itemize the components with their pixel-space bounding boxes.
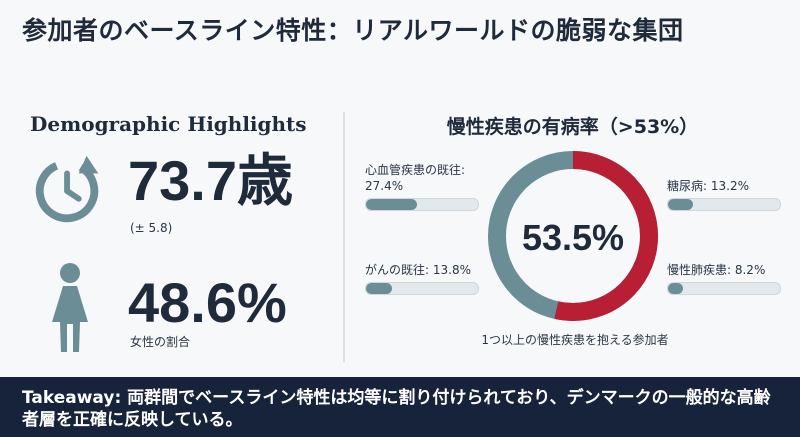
female-icon	[52, 263, 88, 352]
bar-diabetes	[667, 198, 781, 211]
donut-arc	[488, 151, 658, 321]
stat-label-copd: 慢性肺疾患: 8.2%	[667, 263, 766, 277]
page-title: 参加者のベースライン特性：リアルワールドの脆弱な集団	[22, 16, 684, 45]
stat-label-diabetes: 糖尿病: 13.2%	[667, 179, 749, 193]
age-value: 73.7歳	[128, 149, 293, 212]
section-divider	[343, 112, 345, 362]
clock-icon	[35, 155, 99, 223]
donut-caption: 1つ以上の慢性疾患を抱える参加者	[481, 333, 669, 347]
chronic-heading: 慢性疾患の有病率（>53%）	[446, 116, 699, 138]
bar-copd	[667, 282, 781, 295]
bar-cancer	[365, 282, 479, 295]
bar-cardiovascular	[365, 198, 479, 211]
stat-label-cardiovascular: 心血管疾患の既往: 27.4%	[365, 163, 466, 193]
female-label: 女性の割合	[130, 335, 191, 349]
prevalence-donut	[488, 151, 658, 321]
takeaway-banner: Takeaway: 両群間でベースライン特性は均等に割り付けられており、デンマー…	[0, 377, 800, 437]
age-sd: (± 5.8)	[130, 221, 173, 235]
demographics-heading: Demographic Highlights	[30, 112, 307, 136]
takeaway-text: Takeaway: 両群間でベースライン特性は均等に割り付けられており、デンマー…	[22, 388, 771, 430]
donut-center-value: 53.5%	[521, 217, 625, 258]
female-value: 48.6%	[128, 271, 287, 334]
stat-label-cancer: がんの既往: 13.8%	[365, 263, 471, 277]
